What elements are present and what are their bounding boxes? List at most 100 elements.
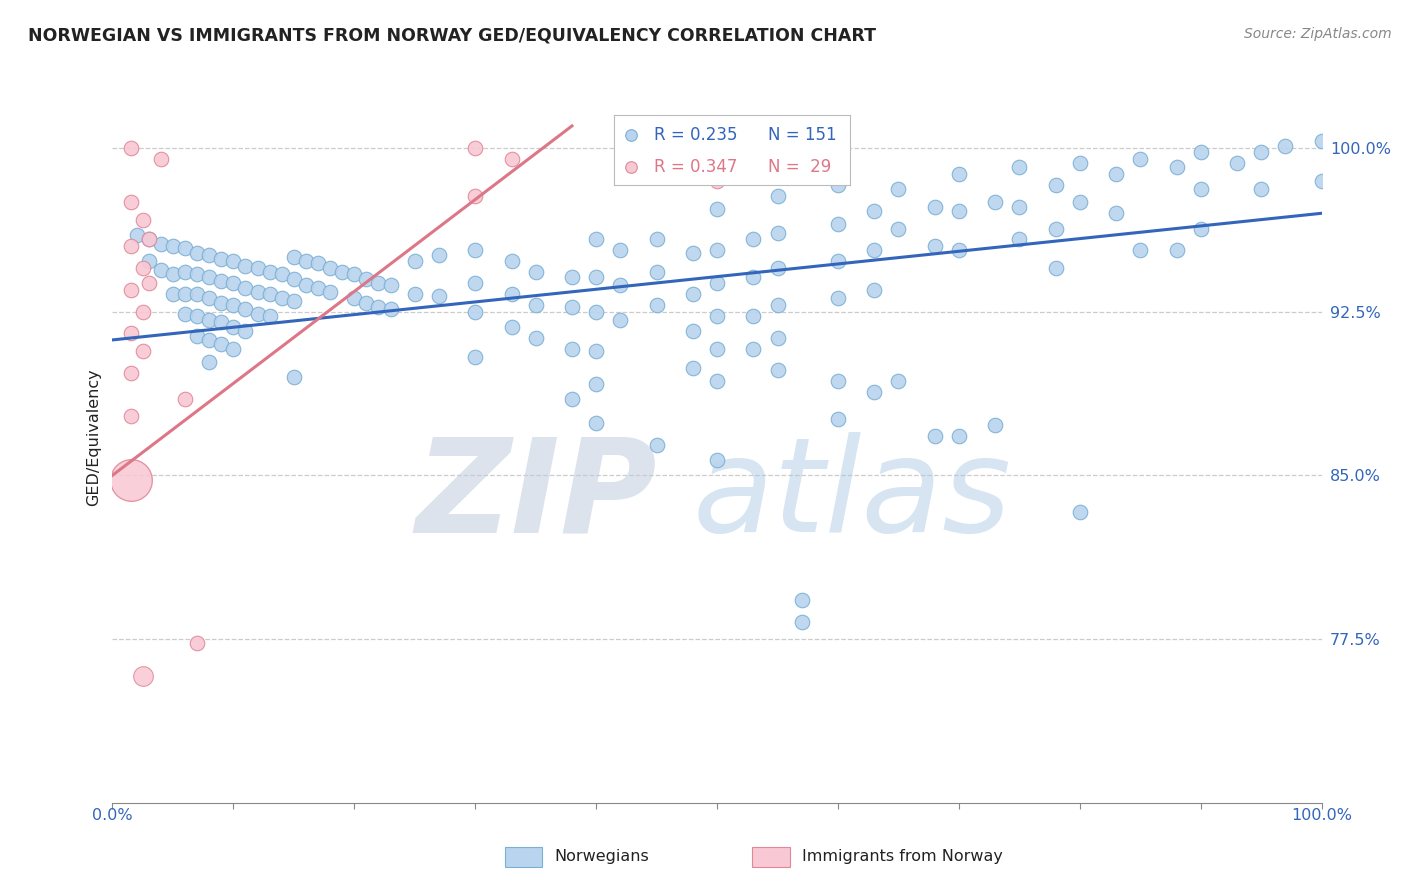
Point — [1189, 221, 1212, 235]
Point — [198, 292, 221, 306]
Point — [186, 636, 208, 650]
Point — [174, 307, 197, 321]
Point — [319, 260, 342, 275]
Point — [561, 269, 583, 284]
Point — [766, 298, 789, 312]
Point — [682, 287, 704, 301]
Point — [319, 285, 342, 299]
Point — [283, 293, 305, 308]
Point — [120, 195, 142, 210]
Point — [132, 260, 155, 275]
Point — [380, 278, 402, 293]
Point — [561, 300, 583, 314]
Point — [380, 302, 402, 317]
Point — [404, 254, 426, 268]
Point — [367, 276, 389, 290]
Point — [1105, 167, 1128, 181]
Point — [524, 265, 547, 279]
Point — [270, 292, 292, 306]
Text: N =  29: N = 29 — [768, 158, 831, 176]
Point — [235, 302, 257, 317]
Point — [120, 141, 142, 155]
Point — [1250, 182, 1272, 196]
Point — [464, 276, 486, 290]
Point — [766, 331, 789, 345]
Point — [585, 304, 607, 318]
Text: R = 0.235: R = 0.235 — [654, 126, 738, 144]
Point — [827, 217, 849, 231]
Point — [1250, 145, 1272, 160]
Point — [609, 278, 631, 293]
Point — [1069, 156, 1091, 170]
Point — [235, 324, 257, 338]
Point — [1226, 156, 1249, 170]
Point — [246, 285, 269, 299]
Point — [198, 248, 221, 262]
Point — [464, 141, 486, 155]
Point — [924, 429, 946, 443]
Point — [1045, 260, 1067, 275]
Point — [790, 615, 813, 629]
Point — [1129, 244, 1152, 258]
Point — [827, 178, 849, 192]
Point — [887, 182, 910, 196]
Point — [120, 326, 142, 341]
Point — [138, 276, 160, 290]
Point — [198, 333, 221, 347]
Point — [827, 254, 849, 268]
Point — [742, 232, 765, 246]
Point — [162, 287, 184, 301]
Point — [132, 304, 155, 318]
Point — [561, 392, 583, 406]
Point — [138, 232, 160, 246]
Point — [259, 287, 281, 301]
Point — [501, 152, 523, 166]
Point — [120, 283, 142, 297]
Point — [174, 265, 197, 279]
Point — [682, 245, 704, 260]
Point — [186, 287, 208, 301]
Point — [1310, 134, 1333, 148]
Point — [1045, 178, 1067, 192]
Point — [307, 256, 329, 270]
Point — [1008, 161, 1031, 175]
Point — [863, 385, 886, 400]
Point — [1045, 221, 1067, 235]
Point — [609, 313, 631, 327]
Point — [1166, 161, 1188, 175]
Point — [706, 342, 728, 356]
Point — [742, 342, 765, 356]
Point — [222, 342, 245, 356]
Point — [501, 319, 523, 334]
Point — [524, 298, 547, 312]
Text: N = 151: N = 151 — [768, 126, 837, 144]
Point — [283, 272, 305, 286]
Point — [149, 236, 172, 251]
Point — [295, 254, 318, 268]
Point — [609, 244, 631, 258]
Point — [198, 355, 221, 369]
Point — [585, 232, 607, 246]
Point — [984, 195, 1007, 210]
Point — [209, 252, 232, 267]
Point — [1105, 206, 1128, 220]
Point — [120, 409, 142, 424]
Point — [186, 328, 208, 343]
Point — [766, 226, 789, 240]
Point — [132, 669, 155, 683]
Point — [186, 245, 208, 260]
Point — [186, 268, 208, 282]
Point — [138, 232, 160, 246]
Point — [1008, 200, 1031, 214]
Point — [198, 313, 221, 327]
Point — [682, 324, 704, 338]
Point — [186, 309, 208, 323]
Point — [120, 239, 142, 253]
Point — [1274, 138, 1296, 153]
Point — [125, 228, 148, 243]
Point — [162, 239, 184, 253]
Point — [464, 244, 486, 258]
Point — [863, 244, 886, 258]
Point — [948, 429, 970, 443]
Point — [246, 260, 269, 275]
